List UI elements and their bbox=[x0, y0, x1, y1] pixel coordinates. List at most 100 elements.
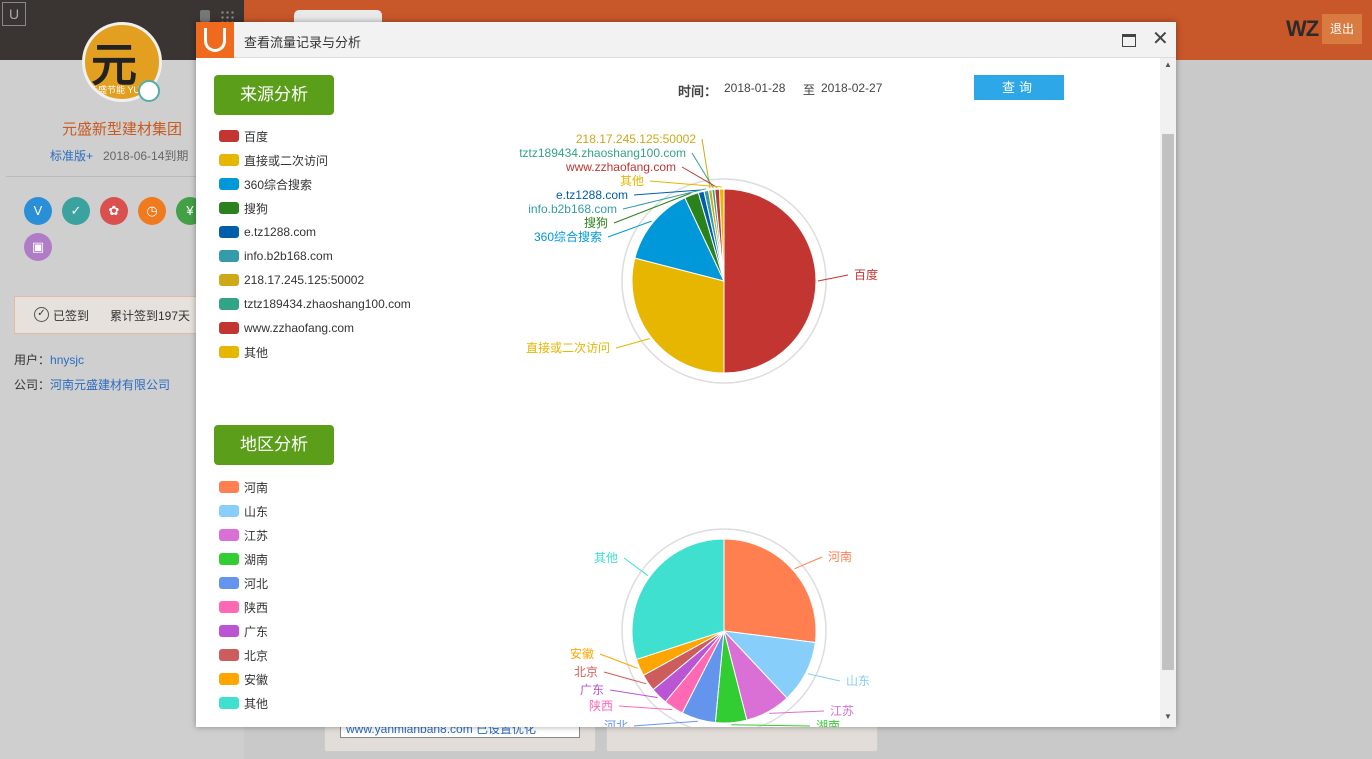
legend-label: e.tz1288.com bbox=[244, 225, 317, 239]
label-line bbox=[633, 720, 698, 727]
slice-label: 百度 bbox=[854, 267, 878, 282]
label-line bbox=[622, 188, 706, 210]
edition-link[interactable]: 标准版+ bbox=[50, 149, 94, 163]
legend-swatch bbox=[219, 274, 239, 286]
legend-swatch bbox=[219, 298, 239, 310]
legend-item[interactable]: 360综合搜索 bbox=[219, 172, 411, 196]
v-icon[interactable]: V bbox=[24, 197, 52, 225]
legend-swatch bbox=[219, 625, 239, 637]
label-line bbox=[817, 274, 849, 282]
date-from[interactable]: 2018-01-28 bbox=[724, 81, 786, 95]
signed-status[interactable]: 已签到 bbox=[53, 309, 90, 323]
company-value[interactable]: 河南元盛建材有限公司 bbox=[50, 378, 171, 392]
label-line bbox=[691, 152, 714, 188]
clock-icon[interactable]: ◷ bbox=[138, 197, 166, 225]
label-line bbox=[681, 166, 718, 188]
legend-item[interactable]: 河南 bbox=[219, 475, 268, 499]
award-icon[interactable]: ✿ bbox=[100, 197, 128, 225]
legend-item[interactable]: 山东 bbox=[219, 499, 268, 523]
app-logo-icon[interactable]: U bbox=[2, 2, 26, 26]
legend-label: tztz189434.zhaoshang100.com bbox=[244, 297, 411, 311]
legend-item[interactable]: 218.17.245.125:50002 bbox=[219, 268, 411, 292]
pie-slice[interactable] bbox=[723, 538, 817, 644]
pie-slice[interactable] bbox=[631, 538, 725, 661]
traffic-dialog: 查看流量记录与分析 ✕ ▲ ▼ 来源分析 时间： 2018-01-28 至 20… bbox=[196, 22, 1176, 727]
legend-item[interactable]: www.zzhaofang.com bbox=[219, 316, 411, 340]
logout-button[interactable]: 退出 bbox=[1322, 14, 1362, 44]
slice-label: 广东 bbox=[580, 683, 604, 697]
legend-label: 广东 bbox=[244, 624, 269, 639]
legend-swatch bbox=[219, 178, 239, 190]
label-line bbox=[618, 705, 673, 711]
legend-item[interactable]: 其他 bbox=[219, 691, 268, 715]
slice-label: 218.17.245.125:50002 bbox=[576, 132, 696, 146]
legend-label: 直接或二次访问 bbox=[244, 153, 329, 168]
legend-swatch bbox=[219, 481, 239, 493]
close-icon[interactable]: ✕ bbox=[1152, 28, 1169, 50]
scroll-up-icon[interactable]: ▲ bbox=[1164, 60, 1172, 69]
date-separator: 至 bbox=[803, 83, 816, 97]
slice-label: 湖南 bbox=[816, 718, 840, 727]
scroll-thumb[interactable] bbox=[1162, 134, 1174, 670]
legend-label: 安徽 bbox=[244, 672, 269, 687]
legend-item[interactable]: 河北 bbox=[219, 571, 268, 595]
region-section-title: 地区分析 bbox=[214, 425, 334, 465]
legend-swatch bbox=[219, 154, 239, 166]
legend-swatch bbox=[219, 673, 239, 685]
legend-item[interactable]: 陕西 bbox=[219, 595, 268, 619]
legend-item[interactable]: 江苏 bbox=[219, 523, 268, 547]
legend-item[interactable]: 直接或二次访问 bbox=[219, 148, 411, 172]
label-line bbox=[649, 180, 722, 188]
user-label: 用户： bbox=[14, 353, 51, 367]
legend-item[interactable]: 其他 bbox=[219, 340, 411, 364]
check-icon: ✓ bbox=[34, 307, 49, 322]
date-to[interactable]: 2018-02-27 bbox=[821, 81, 883, 95]
legend-swatch bbox=[219, 505, 239, 517]
expire-date: 2018-06-14到期 bbox=[103, 149, 189, 163]
legend-item[interactable]: 广东 bbox=[219, 619, 268, 643]
slice-label: 河北 bbox=[604, 719, 628, 727]
lock-icon[interactable] bbox=[200, 10, 210, 22]
query-button[interactable]: 查询 bbox=[974, 75, 1064, 100]
label-line bbox=[599, 653, 638, 669]
brand-logo: WZ bbox=[1286, 16, 1319, 41]
label-line bbox=[807, 673, 841, 682]
legend-item[interactable]: e.tz1288.com bbox=[219, 220, 411, 244]
time-label: 时间： bbox=[678, 84, 718, 99]
legend-label: www.zzhaofang.com bbox=[244, 321, 355, 335]
legend-label: 百度 bbox=[244, 129, 269, 144]
legend-label: 湖南 bbox=[244, 552, 269, 567]
legend-item[interactable]: tztz189434.zhaoshang100.com bbox=[219, 292, 411, 316]
slice-label: 其他 bbox=[620, 174, 644, 188]
grid-icon[interactable] bbox=[220, 10, 234, 24]
legend-item[interactable]: 北京 bbox=[219, 643, 268, 667]
dialog-title: 查看流量记录与分析 bbox=[244, 35, 362, 50]
scroll-down-icon[interactable]: ▼ bbox=[1164, 712, 1172, 721]
legend-item[interactable]: 搜狗 bbox=[219, 196, 411, 220]
legend-label: 其他 bbox=[244, 696, 269, 711]
user-info: 用户：hnysjc bbox=[14, 351, 84, 368]
pie-slice[interactable] bbox=[634, 197, 725, 282]
maximize-icon[interactable] bbox=[1122, 34, 1136, 47]
page-tab[interactable] bbox=[294, 10, 382, 24]
avatar-glyph: 元 bbox=[91, 38, 137, 92]
user-value[interactable]: hnysjc bbox=[50, 353, 85, 367]
legend-item[interactable]: 安徽 bbox=[219, 667, 268, 691]
source-legend: 百度直接或二次访问 360综合搜索 搜狗 e.tz1288.com info.b2b16… bbox=[219, 124, 411, 364]
signed-count: 累计签到197天 bbox=[110, 309, 191, 323]
verified-badge-icon bbox=[138, 80, 160, 102]
pie-slice[interactable] bbox=[718, 188, 725, 282]
label-line bbox=[794, 556, 823, 570]
shield-icon[interactable]: ✓ bbox=[62, 197, 90, 225]
pie-slice[interactable] bbox=[631, 257, 725, 374]
legend-item[interactable]: 湖南 bbox=[219, 547, 268, 571]
company-info: 公司：河南元盛建材有限公司 bbox=[14, 376, 170, 393]
legend-label: 360综合搜索 bbox=[244, 177, 313, 192]
label-line bbox=[613, 192, 691, 224]
image-icon[interactable]: ▣ bbox=[24, 233, 52, 261]
legend-item[interactable]: 百度 bbox=[219, 124, 411, 148]
legend-label: 搜狗 bbox=[244, 201, 269, 216]
pie-slice[interactable] bbox=[723, 188, 817, 374]
legend-item[interactable]: info.b2b168.com bbox=[219, 244, 411, 268]
